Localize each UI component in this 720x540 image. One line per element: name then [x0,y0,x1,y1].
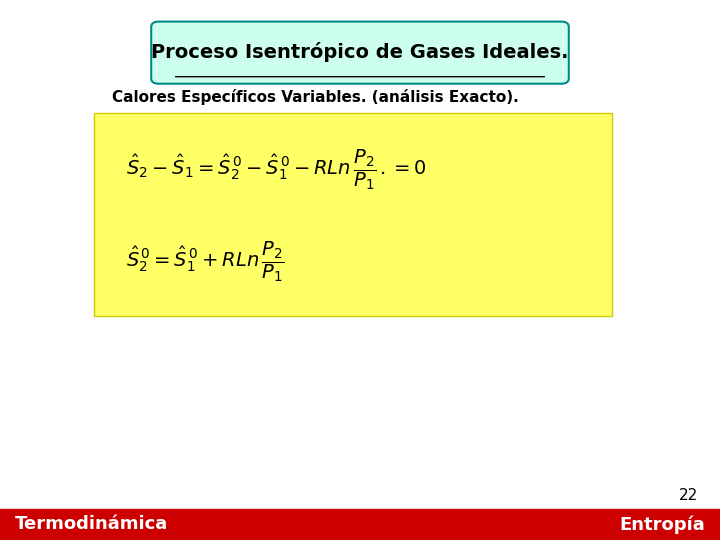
Bar [0,509,720,540]
Text: 22: 22 [679,488,698,503]
Text: Proceso Isentrópico de Gases Ideales.: Proceso Isentrópico de Gases Ideales. [151,42,569,63]
Text: $\hat{S}_2 - \hat{S}_1 = \hat{S}_2^{\,0} - \hat{S}_1^{\,0} - RLn\,\dfrac{P_2}{P_: $\hat{S}_2 - \hat{S}_1 = \hat{S}_2^{\,0}… [126,148,427,192]
Text: Entropía: Entropía [620,515,706,534]
FancyBboxPatch shape [151,22,569,84]
Text: Termodinámica: Termodinámica [14,515,168,534]
FancyBboxPatch shape [94,113,612,316]
Text: Calores Específicos Variables. (análisis Exacto).: Calores Específicos Variables. (análisis… [112,89,518,105]
Text: $\hat{S}_2^{\,0} = \hat{S}_1^{\,0} + RLn\,\dfrac{P_2}{P_1}$: $\hat{S}_2^{\,0} = \hat{S}_1^{\,0} + RLn… [126,240,285,284]
